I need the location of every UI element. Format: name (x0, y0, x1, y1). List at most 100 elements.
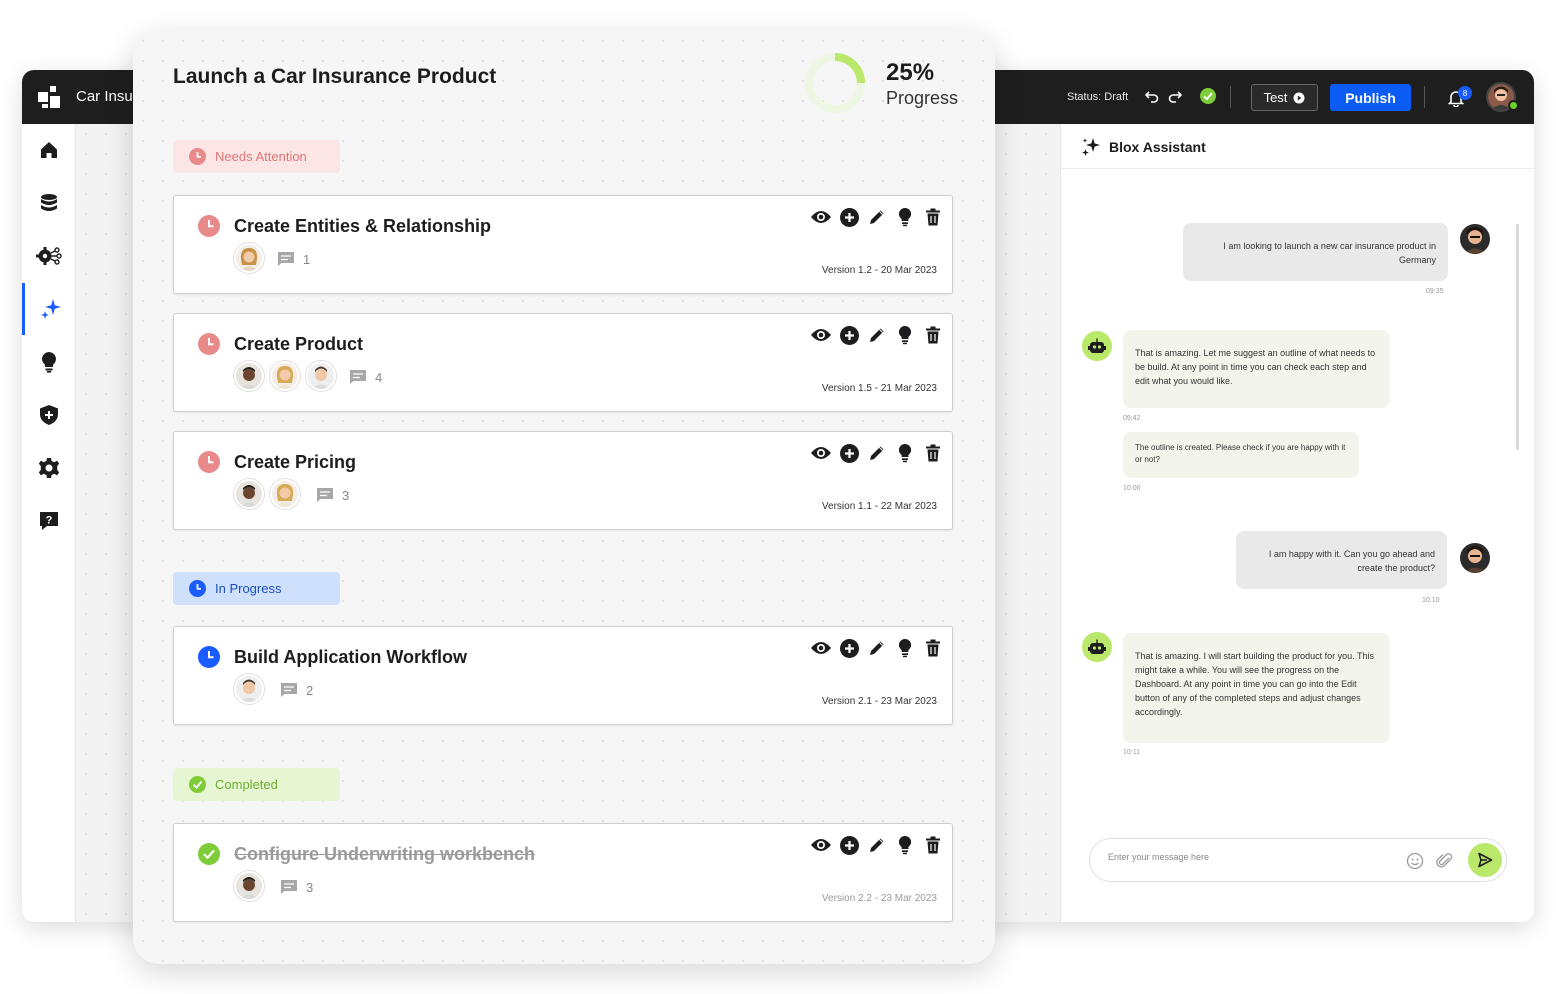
send-icon (1478, 852, 1493, 868)
edit-icon[interactable] (866, 442, 888, 464)
status-label: Status: Draft (1067, 91, 1129, 103)
gear-icon (38, 458, 60, 478)
progress-label: Progress (886, 88, 959, 108)
database-icon (41, 194, 57, 211)
message-time: 10:10 (1422, 597, 1440, 604)
comment-icon (350, 370, 366, 384)
view-icon[interactable] (810, 324, 832, 346)
clock-icon (189, 148, 206, 165)
task-title[interactable]: Create Pricing (234, 452, 357, 472)
sidebar-item-settings[interactable] (22, 442, 76, 494)
view-icon[interactable] (810, 442, 832, 464)
online-status-dot (1508, 100, 1519, 111)
trash-icon[interactable] (922, 324, 944, 346)
saved-check-icon (1198, 86, 1218, 106)
emoji-icon[interactable] (1406, 852, 1424, 875)
sidebar: ? (22, 124, 76, 922)
trash-icon[interactable] (922, 206, 944, 228)
assignees (234, 479, 300, 509)
task-card[interactable]: Create Entities & Relationship 1 Version… (173, 195, 953, 294)
sidebar-item-help[interactable]: ? (22, 495, 76, 547)
assignees (234, 871, 264, 901)
project-card: Launch a Car Insurance Product 25% Progr… (133, 31, 995, 964)
test-button[interactable]: Test (1251, 84, 1318, 111)
help-icon: ? (40, 512, 58, 530)
message-input[interactable] (1108, 852, 1388, 862)
sidebar-item-home[interactable] (22, 124, 76, 176)
section-label: Completed (215, 777, 278, 792)
avatar[interactable] (306, 361, 336, 391)
view-icon[interactable] (810, 834, 832, 856)
home-icon (41, 142, 57, 158)
toolbar-divider (1230, 86, 1231, 108)
message-time: 09:35 (1426, 288, 1444, 295)
view-icon[interactable] (810, 206, 832, 228)
test-button-label: Test (1263, 90, 1288, 105)
trash-icon[interactable] (922, 442, 944, 464)
task-card[interactable]: Create Pricing 3 Version 1.1 - 22 Mar 20… (173, 431, 953, 530)
avatar[interactable] (270, 479, 300, 509)
undo-icon[interactable] (1142, 86, 1162, 106)
sparkle-icon (40, 299, 61, 319)
chat-scrollbar[interactable] (1516, 224, 1519, 450)
edit-icon[interactable] (866, 637, 888, 659)
comment-count-value: 3 (306, 879, 314, 895)
assignees (234, 243, 264, 273)
add-icon[interactable] (838, 442, 860, 464)
add-icon[interactable] (838, 834, 860, 856)
task-card[interactable]: Create Product 4 Version 1.5 - 21 Mar 20… (173, 313, 953, 412)
redo-icon[interactable] (1165, 86, 1185, 106)
comment-count[interactable]: 2 (280, 682, 313, 698)
user-avatar (1460, 224, 1490, 254)
task-actions (810, 637, 944, 659)
lightbulb-icon[interactable] (894, 637, 916, 659)
avatar[interactable] (270, 361, 300, 391)
task-actions (810, 324, 944, 346)
sidebar-item-ideas[interactable] (22, 336, 76, 388)
task-title[interactable]: Build Application Workflow (234, 647, 467, 667)
edit-icon[interactable] (866, 834, 888, 856)
lightbulb-icon[interactable] (894, 834, 916, 856)
comment-count-value: 1 (303, 251, 311, 267)
trash-icon[interactable] (922, 637, 944, 659)
edit-icon[interactable] (866, 206, 888, 228)
comment-count[interactable]: 4 (349, 369, 382, 385)
avatar[interactable] (234, 243, 264, 273)
task-card[interactable]: Build Application Workflow 2 Version 2.1… (173, 626, 953, 725)
send-button[interactable] (1468, 843, 1502, 877)
sidebar-item-database[interactable] (22, 177, 76, 229)
lightbulb-icon[interactable] (894, 324, 916, 346)
publish-button[interactable]: Publish (1330, 84, 1411, 111)
view-icon[interactable] (810, 637, 832, 659)
comment-count[interactable]: 3 (316, 487, 349, 503)
comment-icon (317, 488, 333, 502)
app-title: Car Insu (76, 88, 133, 105)
task-title[interactable]: Create Entities & Relationship (234, 216, 492, 236)
task-title[interactable]: Configure Underwriting workbench (234, 844, 536, 864)
avatar[interactable] (234, 674, 264, 704)
avatar[interactable] (234, 361, 264, 391)
sidebar-item-security[interactable] (22, 389, 76, 441)
comment-count[interactable]: 3 (280, 879, 313, 895)
avatar[interactable] (234, 871, 264, 901)
avatar[interactable] (234, 479, 264, 509)
edit-icon[interactable] (866, 324, 888, 346)
user-avatar (1460, 543, 1490, 573)
logo-icon (38, 86, 60, 108)
add-icon[interactable] (838, 637, 860, 659)
lightbulb-icon (42, 352, 56, 373)
lightbulb-icon[interactable] (894, 442, 916, 464)
assistant-title: Blox Assistant (1109, 139, 1206, 155)
task-card[interactable]: Configure Underwriting workbench 3 Versi… (173, 823, 953, 922)
sidebar-item-assistant[interactable] (22, 283, 76, 335)
add-icon[interactable] (838, 324, 860, 346)
trash-icon[interactable] (922, 834, 944, 856)
comment-icon (278, 252, 294, 266)
task-title[interactable]: Create Product (234, 334, 364, 354)
comment-count[interactable]: 1 (277, 251, 310, 267)
add-icon[interactable] (838, 206, 860, 228)
lightbulb-icon[interactable] (894, 206, 916, 228)
attachment-icon[interactable] (1436, 852, 1454, 875)
bot-message: The outline is created. Please check if … (1123, 432, 1359, 478)
sidebar-item-integrations[interactable] (22, 230, 76, 282)
